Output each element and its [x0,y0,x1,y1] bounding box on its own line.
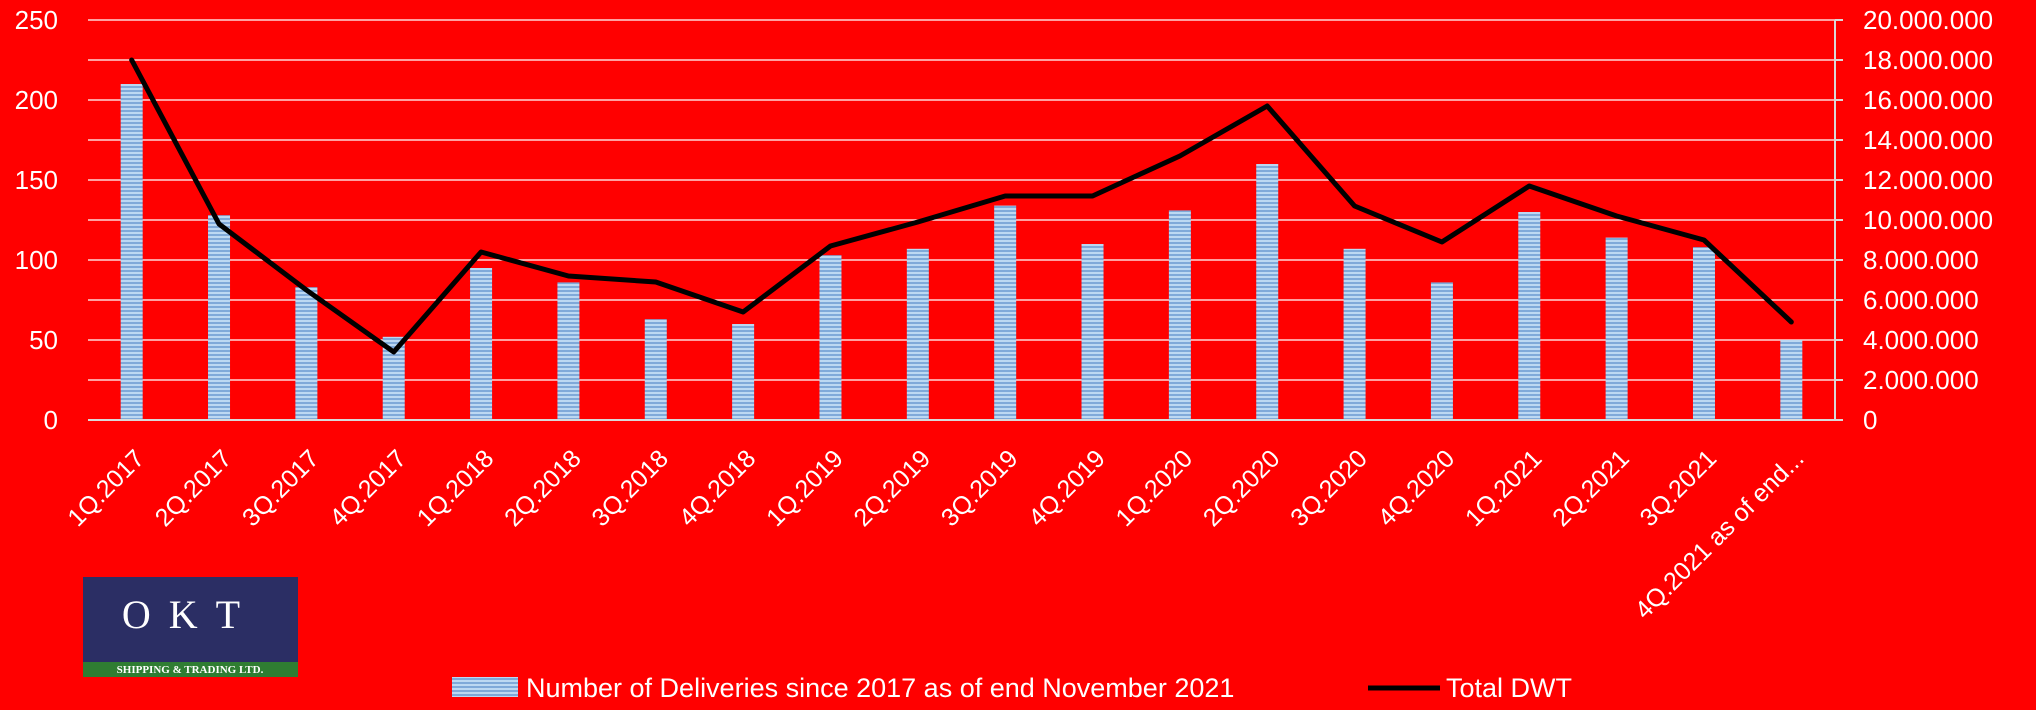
bar [120,84,143,420]
okt-logo: OKT SHIPPING & TRADING LTD. [83,577,298,677]
bar-series [120,84,1803,420]
x-axis-tick-label: 4Q.2021 as of end... [1630,444,1810,624]
x-axis-tick-label: 2Q.2019 [848,444,936,532]
logo-subtitle: SHIPPING & TRADING LTD. [117,664,264,676]
bar [1692,247,1715,420]
x-axis-tick-label: 4Q.2017 [324,444,412,532]
legend-bar-label: Number of Deliveries since 2017 as of en… [526,673,1234,703]
left-axis-tick-label: 50 [29,325,58,355]
left-axis-tick-label: 250 [15,5,58,35]
right-axis-tick-label: 8.000.000 [1863,245,1979,275]
bar [470,268,493,420]
x-axis-tick-label: 1Q.2018 [412,444,500,532]
right-axis-tick-label: 14.000.000 [1863,125,1993,155]
total-dwt-line [129,57,1794,355]
x-axis-tick-label: 4Q.2020 [1373,444,1461,532]
x-axis-tick-label: 1Q.2021 [1460,444,1548,532]
bar [1168,210,1191,420]
right-axis-tick-label: 16.000.000 [1863,85,1993,115]
bar [1081,244,1104,420]
bar [994,205,1017,420]
x-axis-tick-label: 3Q.2019 [936,444,1024,532]
bar [1343,248,1366,420]
x-axis-tick-label: 2Q.2017 [150,444,238,532]
legend-bar-swatch [452,677,518,697]
logo-background [83,577,298,677]
axes [88,19,1843,421]
right-axis-tick-label: 20.000.000 [1863,5,1993,35]
right-axis-tick-label: 0 [1863,405,1877,435]
line-series [129,57,1794,355]
bar [644,319,667,420]
x-axis-tick-label: 2Q.2021 [1547,444,1635,532]
bar [557,282,580,420]
bar [382,336,405,420]
left-axis-tick-label: 200 [15,85,58,115]
legend-line-label: Total DWT [1446,673,1572,703]
logo-stripe [83,662,298,677]
right-axis-tick-label: 12.000.000 [1863,165,1993,195]
bar [208,215,231,420]
x-axis-tick-label: 3Q.2018 [586,444,674,532]
bar [1780,340,1803,420]
left-axis-tick-label: 100 [15,245,58,275]
x-axis-tick-label: 3Q.2020 [1285,444,1373,532]
x-axis-tick-label: 4Q.2018 [674,444,762,532]
x-axis-tick-label: 2Q.2018 [499,444,587,532]
right-axis-tick-label: 6.000.000 [1863,285,1979,315]
bar [819,255,842,420]
bar [295,287,318,420]
bar [1605,237,1628,420]
x-axis-tick-label: 1Q.2017 [62,444,150,532]
right-axis-tick-label: 10.000.000 [1863,205,1993,235]
x-axis-tick-label: 3Q.2017 [237,444,325,532]
right-axis-tick-label: 18.000.000 [1863,45,1993,75]
right-axis-tick-label: 2.000.000 [1863,365,1979,395]
x-axis-tick-label: 1Q.2019 [761,444,849,532]
bar [1256,164,1279,420]
left-axis-tick-label: 0 [44,405,58,435]
x-axis-tick-label: 4Q.2019 [1023,444,1111,532]
legend: Number of Deliveries since 2017 as of en… [452,673,1572,703]
bar [732,324,755,420]
x-axis-tick-label: 1Q.2020 [1110,444,1198,532]
x-axis-tick-label: 3Q.2021 [1635,444,1723,532]
logo-wordmark: OKT [122,592,258,637]
bar [1518,212,1541,420]
right-axis-tick-label: 4.000.000 [1863,325,1979,355]
x-axis-tick-label: 2Q.2020 [1198,444,1286,532]
left-axis-tick-label: 150 [15,165,58,195]
bar [906,248,929,420]
bar [1430,282,1453,420]
